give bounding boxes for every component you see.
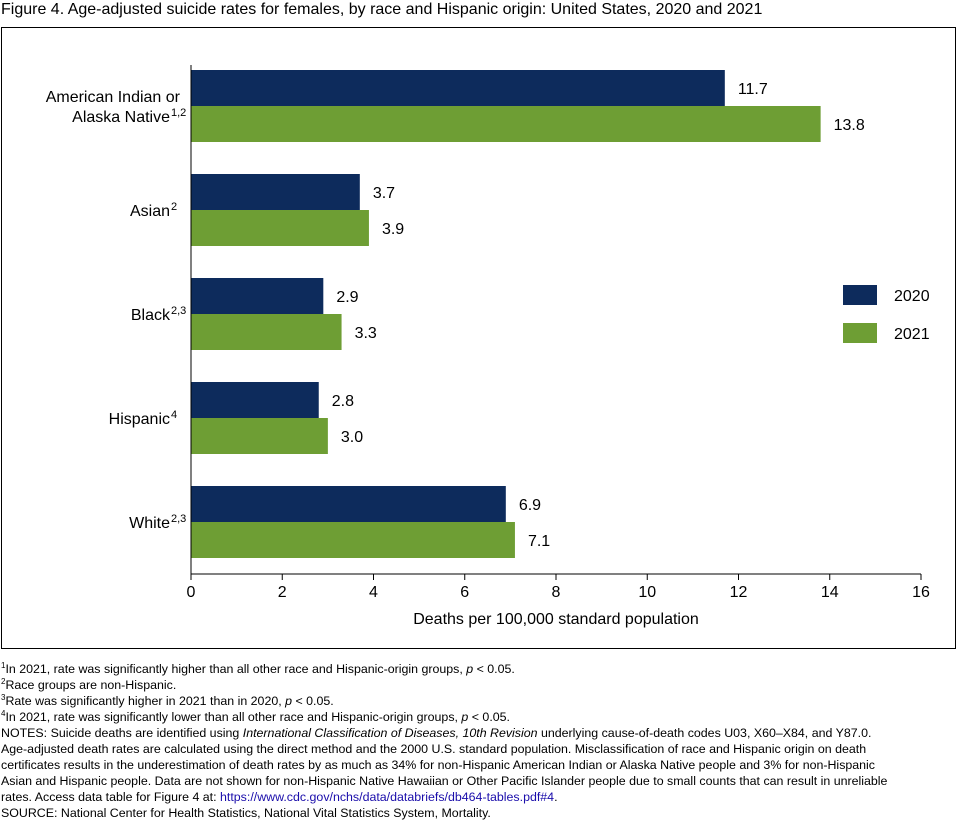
source-line: SOURCE: National Center for Health Stati…: [1, 806, 491, 820]
data-label-2021-3: 3.3: [355, 325, 377, 342]
x-tick-label-4: 4: [369, 584, 378, 601]
category-label-5: White: [129, 515, 170, 532]
bar-2020-5: [191, 486, 506, 522]
bars-group: 11.7 3.7 2.9 2.8 6.9 13.8 3.9 3.3 3.0 7.1: [191, 70, 865, 558]
category-label-3: Black: [131, 307, 171, 324]
category-footnote-ref-5: 2,3: [171, 513, 186, 525]
chart-frame: [1, 27, 956, 649]
x-tick-label-0: 0: [187, 584, 196, 601]
notes-line-1: NOTES: Suicide deaths are identified usi…: [1, 726, 872, 740]
bar-chart: 11.7 3.7 2.9 2.8 6.9 13.8 3.9 3.3 3.0 7.1 America…: [46, 65, 930, 628]
category-footnote-ref-4: 4: [171, 409, 177, 421]
x-tick-label-14: 14: [821, 584, 839, 601]
data-table-link[interactable]: https://www.cdc.gov/nchs/data/databriefs…: [220, 790, 555, 804]
data-label-2021-4: 3.0: [341, 429, 363, 446]
data-label-2021-2: 3.9: [382, 221, 404, 238]
footnotes: 1In 2021, rate was significantly higher …: [1, 661, 956, 821]
x-axis: 0 2 4 6 8 10 12 14 16: [187, 65, 930, 601]
category-label-4: Hispanic: [109, 411, 170, 428]
x-axis-label: Deaths per 100,000 standard population: [413, 611, 699, 628]
category-label-1-line-2: Alaska Native: [72, 109, 170, 126]
x-tick-label-2: 2: [278, 584, 287, 601]
bar-2020-1: [191, 70, 725, 106]
legend-label-2020: 2020: [894, 288, 930, 305]
notes-line-4: Asian and Hispanic people. Data are not …: [1, 774, 888, 788]
data-label-2021-1: 13.8: [834, 117, 865, 134]
legend-label-2021: 2021: [894, 326, 930, 343]
bar-2021-5: [191, 522, 515, 558]
bar-2020-4: [191, 382, 319, 418]
bar-2021-1: [191, 106, 821, 142]
data-label-2020-3: 2.9: [336, 289, 358, 306]
figure-title: Figure 4. Age-adjusted suicide rates for…: [1, 1, 763, 18]
category-label-1-line-1: American Indian or: [46, 89, 181, 106]
bar-2021-3: [191, 314, 342, 350]
legend-swatch-2021: [843, 323, 877, 343]
data-label-2021-5: 7.1: [528, 533, 550, 550]
bar-2020-2: [191, 174, 360, 210]
x-tick-label-10: 10: [638, 584, 656, 601]
x-tick-label-12: 12: [730, 584, 748, 601]
footnote-3: 3Rate was significantly higher in 2021 t…: [1, 693, 334, 709]
category-footnote-ref-3: 2,3: [171, 305, 186, 317]
category-footnote-ref-1: 1,2: [171, 107, 186, 119]
notes-line-5: rates. Access data table for Figure 4 at…: [1, 790, 558, 804]
data-label-2020-1: 11.7: [738, 81, 768, 98]
data-label-2020-2: 3.7: [373, 185, 395, 202]
x-tick-label-16: 16: [912, 584, 930, 601]
x-tick-label-8: 8: [552, 584, 561, 601]
category-footnote-ref-2: 2: [171, 201, 177, 213]
category-label-2: Asian: [130, 203, 170, 220]
notes-line-3: certificates results in the underestimat…: [1, 758, 876, 772]
footnote-4: 4In 2021, rate was significantly lower t…: [1, 709, 510, 725]
notes-line-2: Age-adjusted death rates are calculated …: [1, 742, 867, 756]
bar-2020-3: [191, 278, 324, 314]
data-label-2020-5: 6.9: [519, 497, 541, 514]
legend: 2020 2021: [843, 285, 930, 343]
bar-2021-2: [191, 210, 369, 246]
x-tick-label-6: 6: [460, 584, 469, 601]
footnote-2: 2Race groups are non-Hispanic.: [1, 677, 177, 693]
footnote-1: 1In 2021, rate was significantly higher …: [1, 661, 515, 677]
legend-swatch-2020: [843, 285, 877, 305]
data-label-2020-4: 2.8: [332, 393, 354, 410]
bar-2021-4: [191, 418, 328, 454]
